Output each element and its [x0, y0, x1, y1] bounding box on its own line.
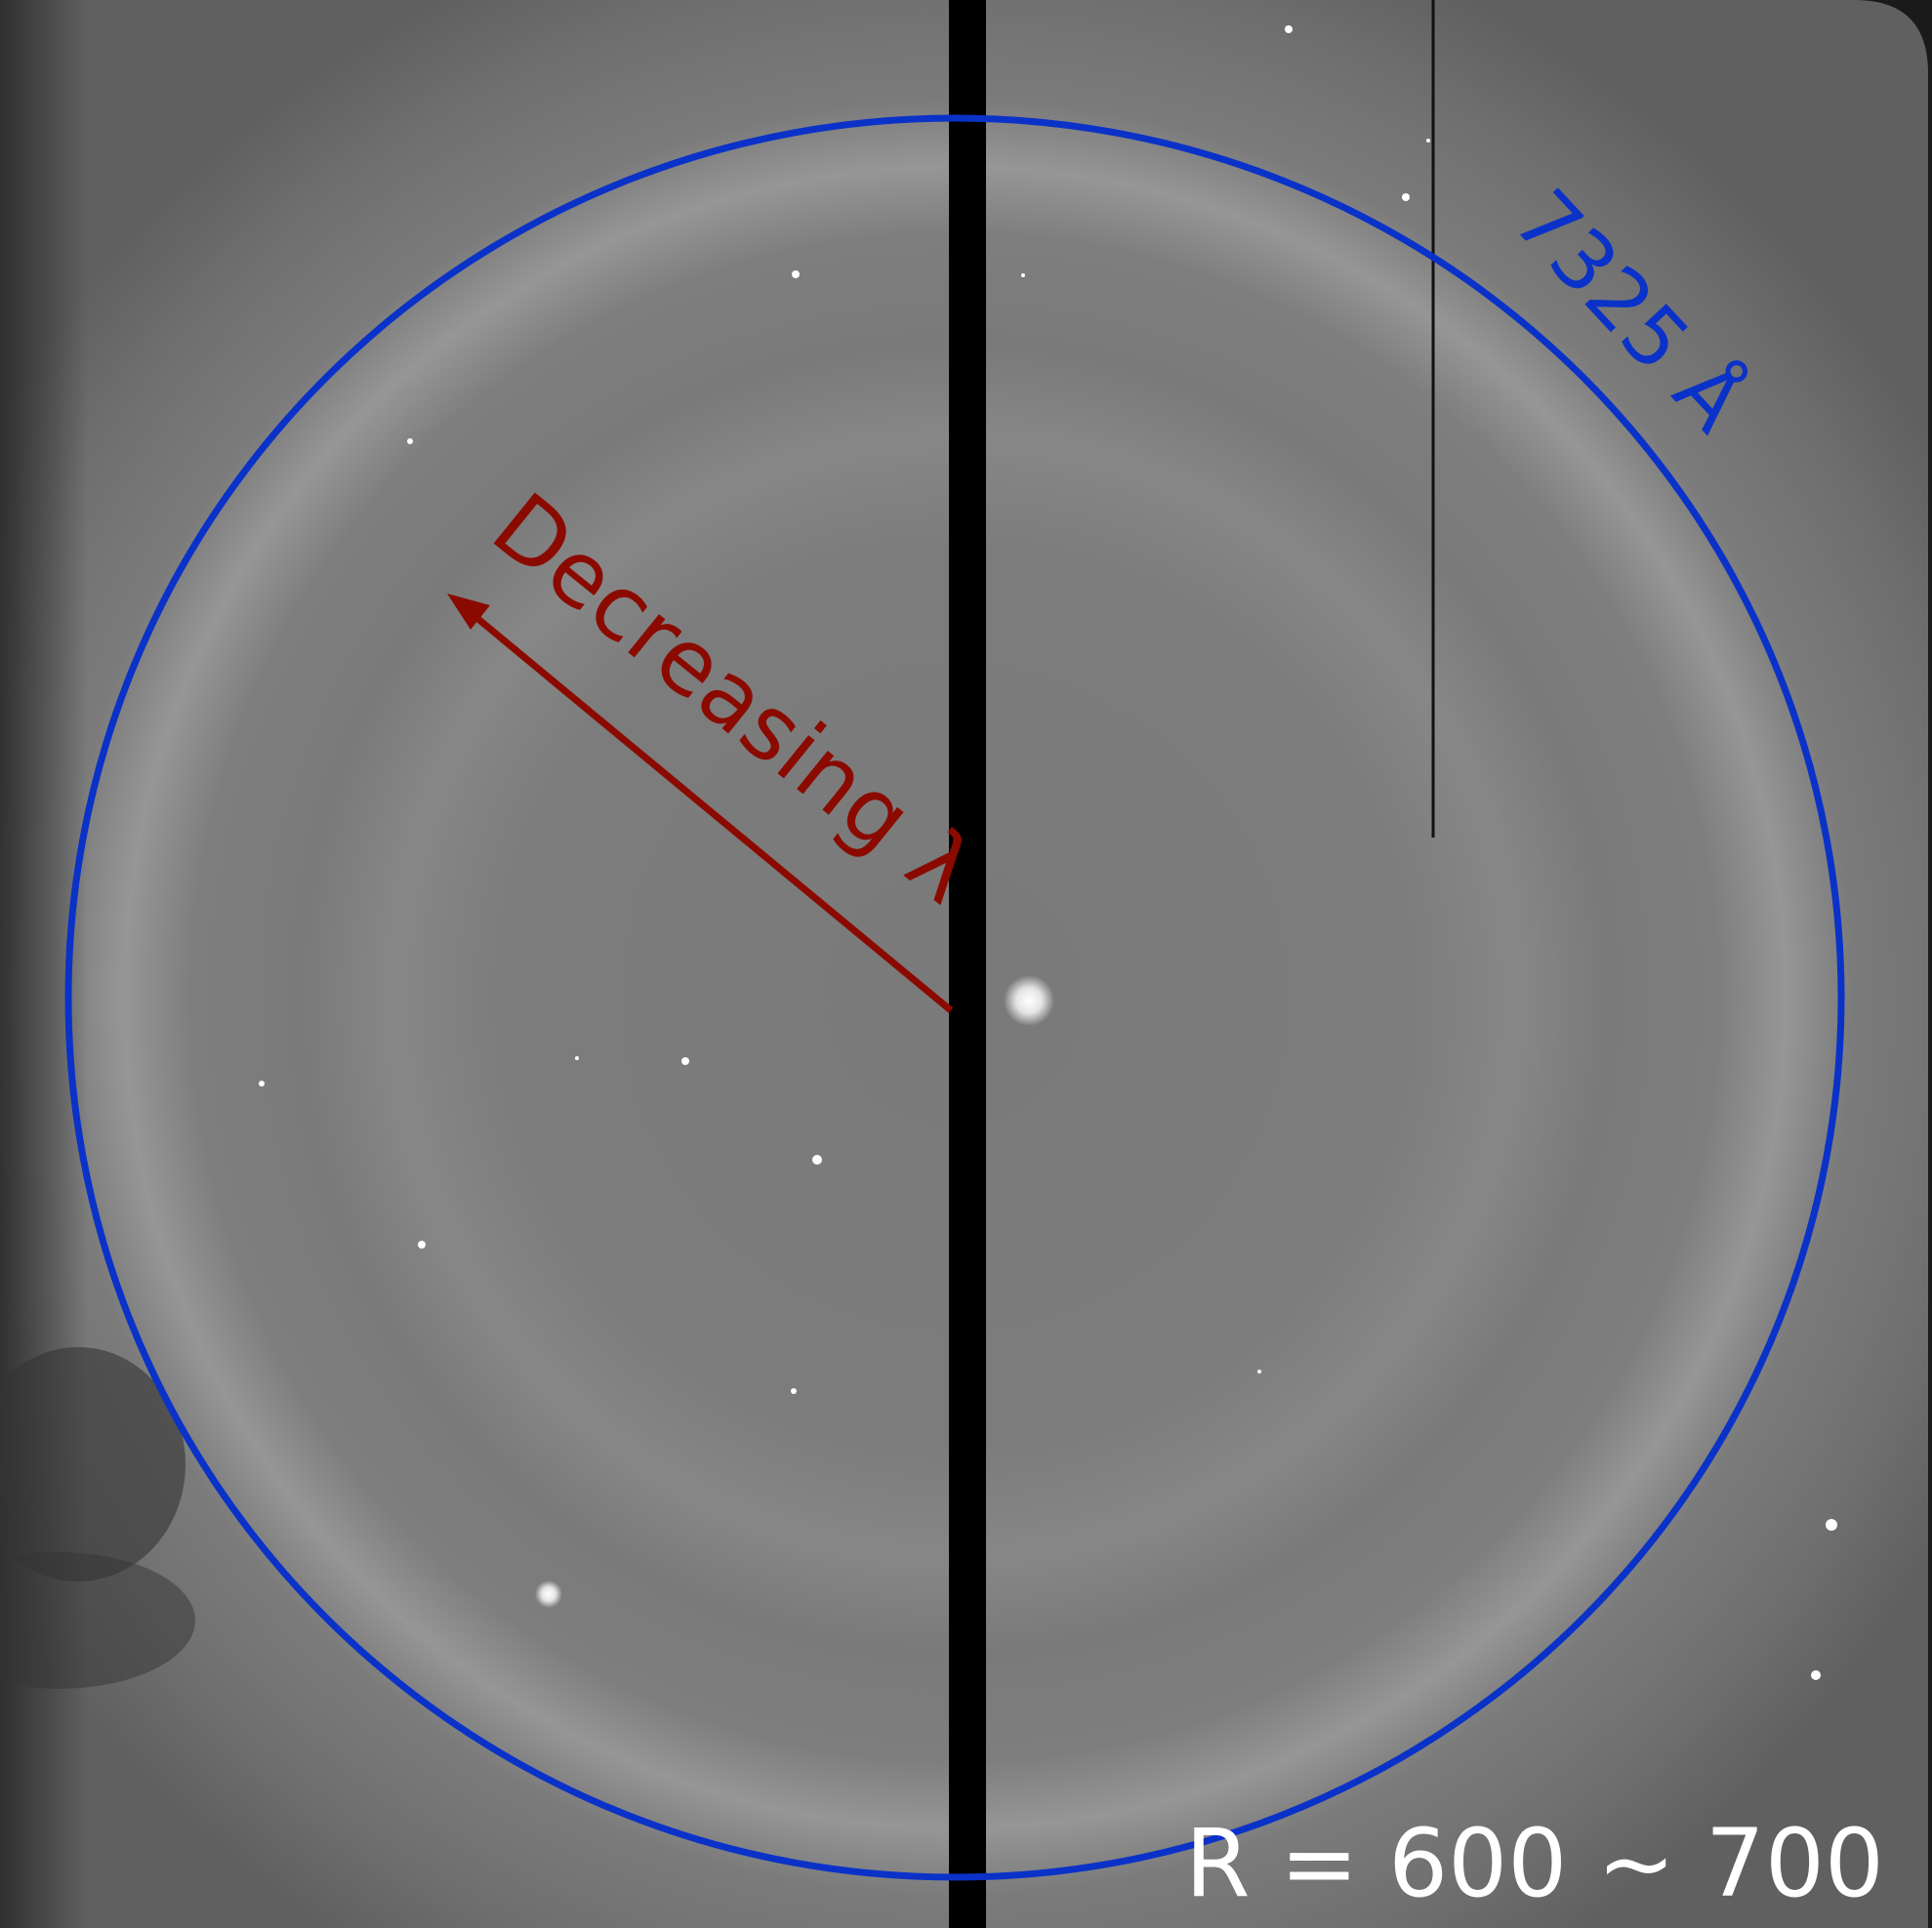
- resolution-label: R = 600 ~ 700: [1185, 1809, 1884, 1918]
- fabry-perot-image: Decreasing λ 7325 Å R = 600 ~ 700: [0, 0, 1932, 1928]
- occulting-bar: [949, 0, 986, 1928]
- page: Decreasing λ 7325 Å R = 600 ~ 700 (() =>…: [0, 0, 1932, 1928]
